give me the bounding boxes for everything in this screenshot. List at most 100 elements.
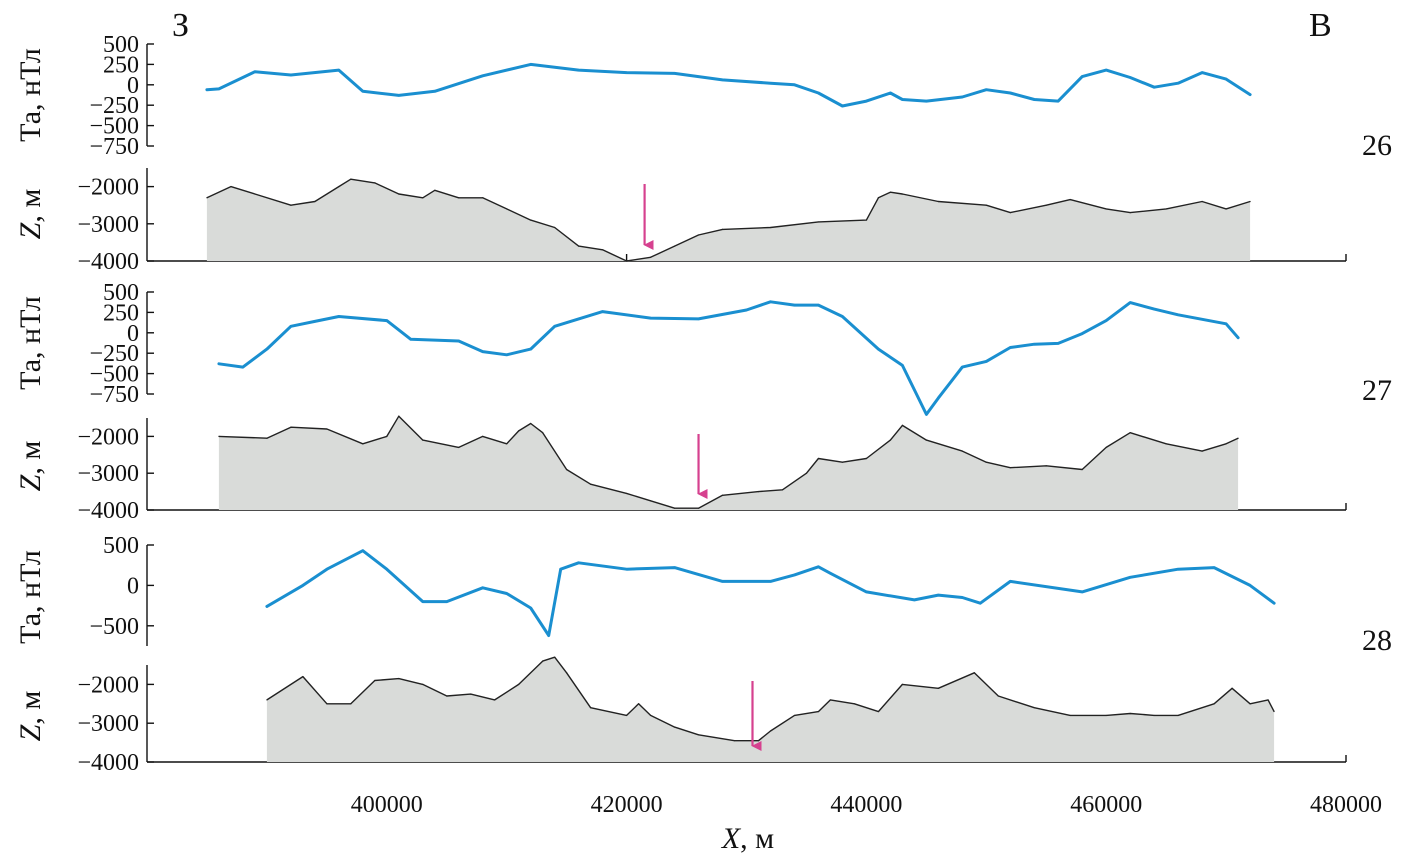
relief-point [374,182,376,184]
relief-point [673,726,676,728]
y-tick-label: −2000 [77,175,139,201]
relief-point [817,457,820,460]
magnetic-point [253,70,257,73]
magnetic-point [577,68,580,72]
x-tick-label: 440000 [830,792,902,818]
relief-point [1153,714,1155,717]
magnetic-point [625,568,628,571]
relief-point [889,191,891,193]
relief-point [1177,714,1179,717]
relief-point [602,249,604,251]
y-axis-title: Та, нТл [14,296,47,390]
magnetic-point [529,606,532,610]
magnetic-point [901,98,904,101]
profile-number-27: 27 [1362,374,1392,407]
y-tick-label: −2000 [77,672,139,698]
x-tick-label: 460000 [1070,792,1142,818]
y-tick-label: −2000 [77,424,139,450]
magnetic-point [529,347,532,351]
relief-point [458,446,460,449]
magnetic-point [1200,71,1204,74]
relief-point [925,439,927,441]
magnetic-point [793,83,796,87]
y-tick-label: 0 [127,73,139,99]
magnetic-point [217,87,221,91]
west-label: З [172,7,189,44]
panel-28-magnetic: 500 0 −500 Та, нТл [14,533,1276,646]
magnetic-point [961,365,964,369]
relief-point [1267,699,1269,701]
magnetic-point [1152,86,1156,89]
magnetic-point [673,566,676,569]
magnetic-point [1105,319,1108,322]
relief-point [673,245,676,247]
magnetic-point [1081,332,1084,335]
magnetic-point [979,601,982,605]
magnetic-point [577,561,580,564]
relief-point [206,197,208,199]
magnetic-point [1236,336,1240,339]
relief-point [1081,468,1083,471]
y-tick-label: −3000 [77,212,139,238]
relief-point [326,703,328,705]
relief-point [1201,200,1203,203]
relief-point [1237,437,1239,439]
magnetic-point [547,634,550,637]
relief-point [637,703,640,705]
magnetic-point [841,315,844,318]
relief-point [721,494,724,496]
magnetic-point [409,338,412,341]
relief-point [841,461,844,463]
magnetic-point [217,362,221,366]
magnetic-point [1176,568,1180,571]
magnetic-point [1081,590,1084,594]
relief-point [1069,199,1071,201]
magnetic-point [745,308,748,312]
relief-point [1165,208,1167,210]
magnetic-point [361,549,365,552]
relief-point [554,226,556,229]
relief-point [362,443,364,445]
magnetic-point [529,63,532,66]
relief-point [961,450,963,452]
relief-point [566,468,568,471]
profile-number-28: 28 [1362,624,1392,657]
y-axis-title: Та, нТл [14,550,47,644]
relief-point [506,208,508,210]
relief-point [985,204,987,206]
relief-point [973,672,975,674]
relief-point [1249,703,1251,705]
relief-point [1213,703,1215,705]
magnetic-point [1105,68,1108,72]
relief-area [206,179,1251,261]
relief-point [829,699,832,701]
y-tick-label: −4000 [77,750,139,776]
relief-point [518,430,520,432]
y-axis-title: Z, м [14,441,47,492]
relief-point [398,415,400,417]
magnetic-point [1033,98,1036,101]
magnetic-point [289,325,293,328]
magnetic-point [925,99,928,103]
magnetic-point [313,320,317,323]
relief-point [1201,450,1203,452]
relief-point [1225,443,1227,445]
magnetic-point [1057,99,1060,103]
y-tick-label: −750 [89,134,139,160]
y-tick-label: −500 [89,614,139,640]
y-tick-label: −4000 [77,249,139,275]
magnetic-point [1248,93,1252,96]
relief-point [542,432,544,434]
magnetic-point [1224,322,1228,326]
y-tick-label: −750 [89,382,139,408]
magnetic-point [445,600,448,603]
y-tick-label: −250 [89,93,139,119]
y-tick-label: 250 [103,300,139,326]
relief-point [781,489,784,491]
relief-point [865,457,868,460]
magnetic-point [649,316,652,320]
magnetic-point [1176,313,1180,317]
relief-point [374,679,376,682]
magnetic-point [433,90,436,93]
